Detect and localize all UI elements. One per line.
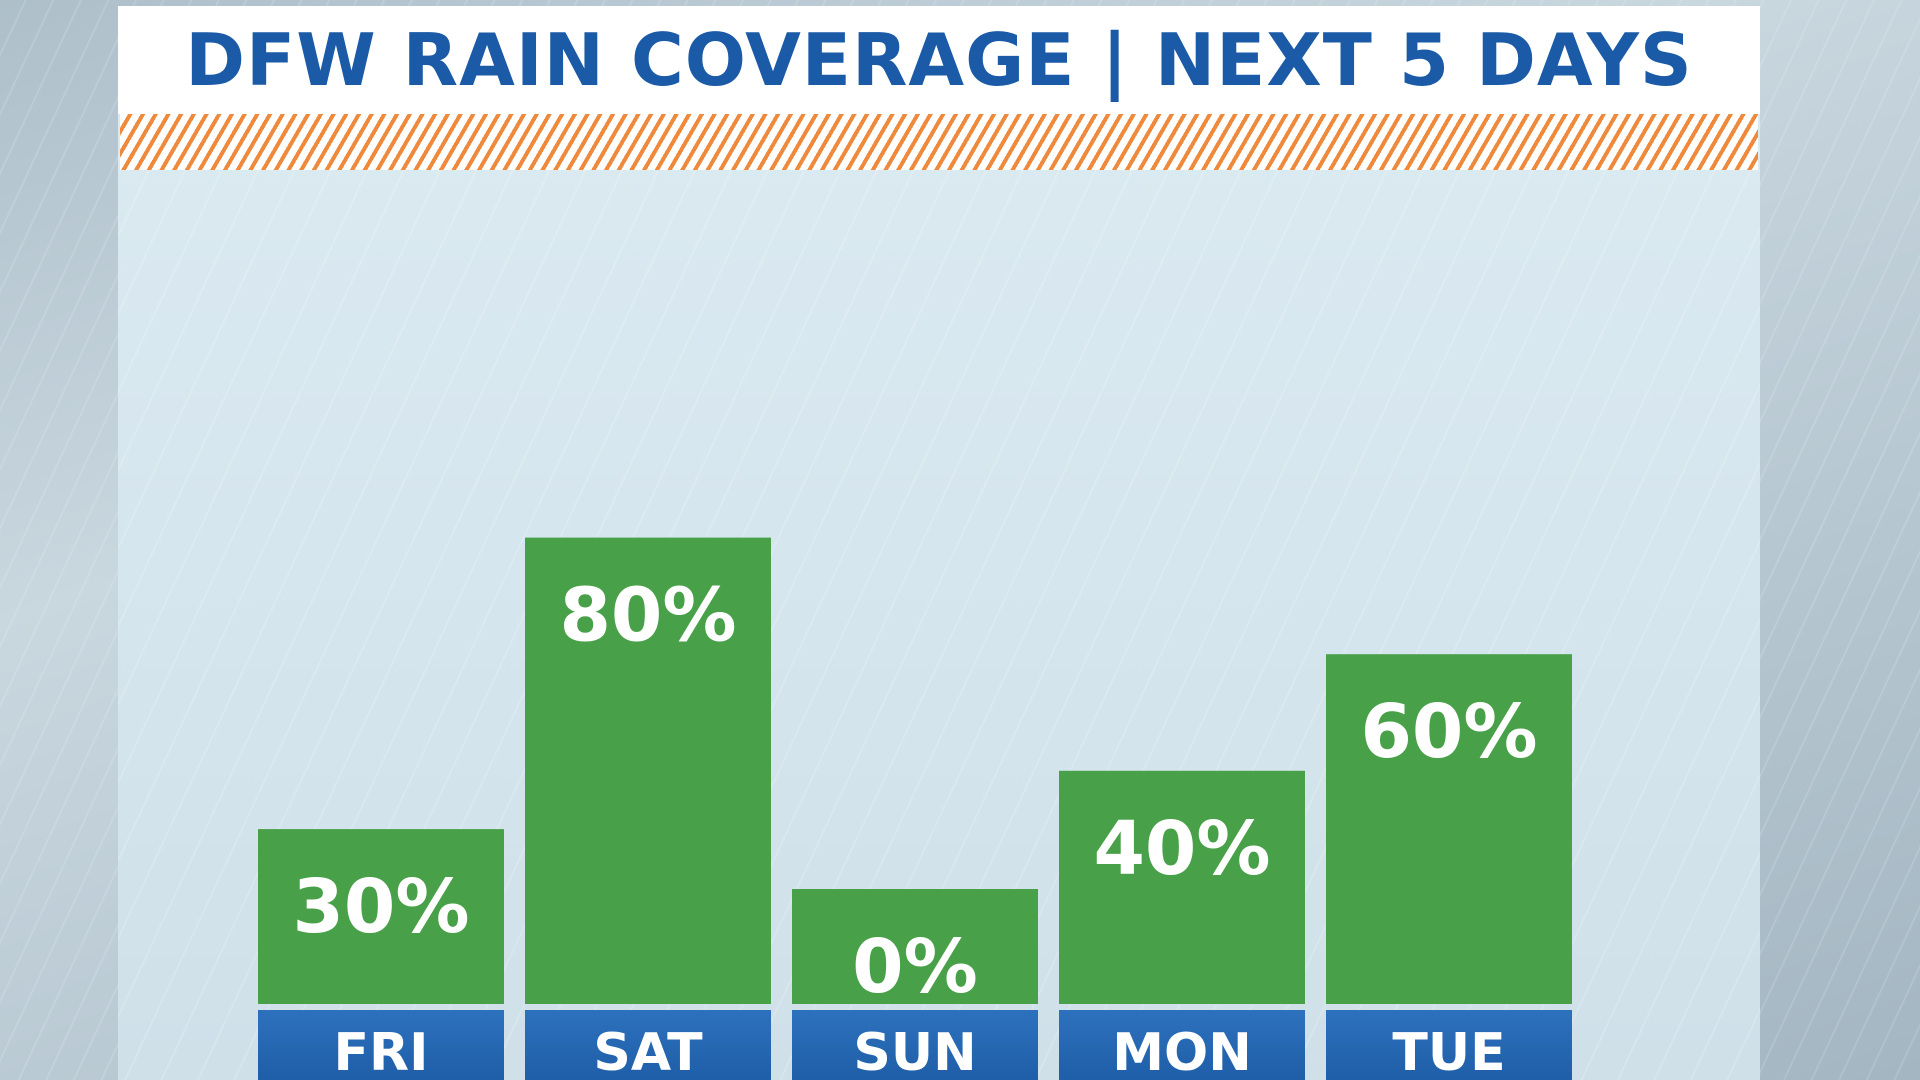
day-label-band-sun (792, 1010, 1038, 1080)
chart-panel: DFW RAIN COVERAGE | NEXT 5 DAYS (118, 6, 1760, 1080)
bar-fri (258, 829, 504, 1004)
chart-title: DFW RAIN COVERAGE | NEXT 5 DAYS (185, 18, 1693, 102)
day-label-mon: MON (1112, 1023, 1251, 1080)
bar-sat (525, 537, 771, 1004)
bar-mon (1059, 770, 1305, 1004)
day-label-band-tue (1326, 1010, 1572, 1080)
day-label-sat: SAT (593, 1023, 703, 1080)
bar-value-label-tue: 60% (1360, 689, 1537, 775)
bar-value-label-sat: 80% (559, 573, 736, 659)
bar-value-label-fri: 30% (292, 864, 469, 950)
bar-tue (1326, 654, 1572, 1004)
bar-sun (792, 889, 1038, 1004)
day-label-fri: FRI (334, 1023, 429, 1080)
day-label-tue: TUE (1392, 1023, 1505, 1080)
day-label-band-sat (525, 1010, 771, 1080)
title-bar: DFW RAIN COVERAGE | NEXT 5 DAYS (118, 6, 1760, 114)
day-label-band-mon (1059, 1010, 1305, 1080)
day-label-band-fri (258, 1010, 504, 1080)
bar-value-label-mon: 40% (1093, 806, 1270, 892)
hatch-divider (120, 114, 1758, 170)
bar-value-label-sun: 0% (852, 924, 978, 1010)
day-label-sun: SUN (853, 1023, 976, 1080)
